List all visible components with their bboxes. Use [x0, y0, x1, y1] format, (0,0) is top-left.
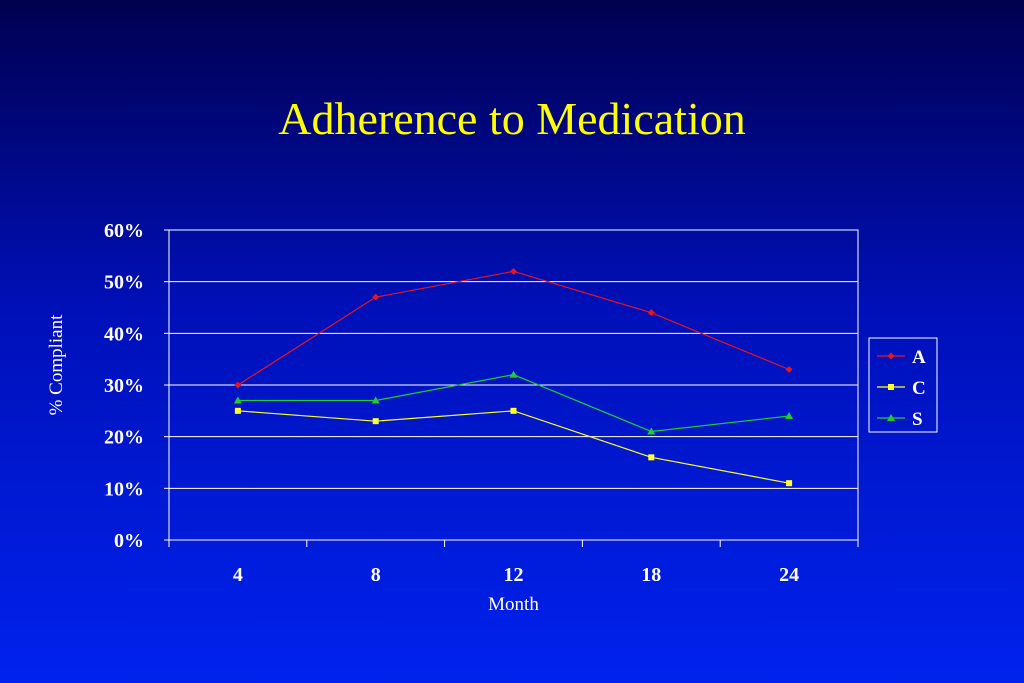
y-tick-label: 10%	[104, 478, 144, 500]
legend-label-c: C	[912, 378, 926, 399]
slide-title: Adherence to Medication	[278, 93, 746, 144]
data-point-c	[510, 407, 517, 414]
y-tick-label: 30%	[104, 375, 144, 397]
data-point-s	[233, 396, 242, 404]
x-tick-label: 4	[233, 564, 243, 586]
y-tick-label: 20%	[104, 427, 144, 449]
data-point-c	[234, 407, 241, 414]
y-tick-label: 50%	[104, 272, 144, 294]
series-line-c	[237, 410, 790, 484]
y-axis-title: % Compliant	[46, 314, 67, 416]
x-tick-label: 24	[779, 564, 799, 586]
legend-label-a: A	[912, 347, 926, 368]
y-tick-label: 60%	[104, 220, 144, 242]
legend-box	[868, 337, 938, 433]
legend-label-s: S	[912, 409, 923, 430]
legend-marker-c	[888, 384, 894, 390]
x-tick-label: 12	[504, 564, 524, 586]
data-point-a	[372, 293, 380, 301]
x-tick-label: 8	[371, 564, 381, 586]
data-point-c	[648, 454, 655, 461]
series-line-s	[237, 374, 790, 433]
data-point-a	[234, 381, 242, 389]
data-point-c	[786, 480, 793, 487]
data-point-a	[785, 366, 793, 373]
series-line-a	[237, 270, 790, 386]
data-point-a	[510, 267, 517, 275]
y-tick-label: 0%	[114, 530, 144, 552]
legend-marker-a	[887, 352, 895, 360]
y-tick-label: 40%	[104, 323, 144, 345]
data-point-s	[647, 427, 656, 435]
data-point-s	[785, 412, 794, 419]
data-point-c	[372, 418, 379, 425]
data-point-a	[647, 309, 655, 317]
x-tick-label: 18	[641, 564, 661, 586]
x-axis-title: Month	[488, 594, 539, 615]
legend-marker-s	[887, 414, 895, 421]
data-point-s	[371, 396, 380, 404]
data-point-s	[509, 370, 518, 378]
